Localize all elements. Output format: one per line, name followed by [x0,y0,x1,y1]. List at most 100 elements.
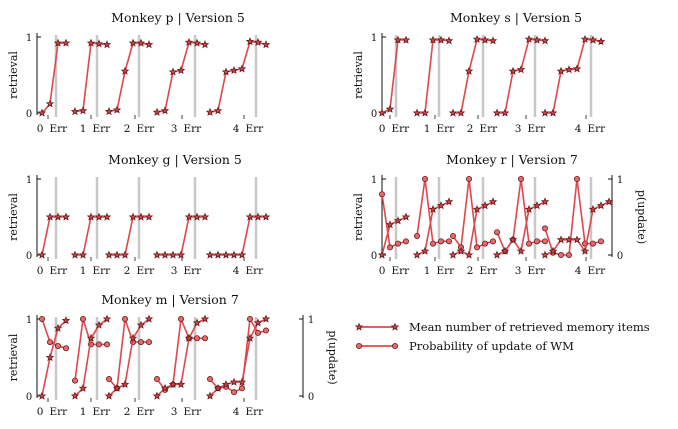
update-prob-point [80,315,87,322]
legend-label: Mean number of retrieved memory items [409,320,650,334]
retrieval-line [381,39,406,114]
y-tick-right-label: 1 [308,315,314,326]
retrieval-point [70,250,80,259]
retrieval-point [37,391,47,400]
x-tick-label: 4 Err [233,265,264,277]
retrieval-line [497,38,546,114]
retrieval-point [94,212,104,221]
retrieval-point [176,380,186,389]
chart-title: Monkey g | Version 5 [108,152,242,167]
chart-panel-1: Monkey s | Version 5 0 1 retrieval 0 Err 1 Err 2… [352,10,606,135]
retrieval-point [112,250,122,259]
retrieval-point [78,106,88,115]
retrieval-point [152,250,162,259]
y-tick-label: 1 [26,315,32,326]
retrieval-line [41,42,66,114]
retrieval-line [109,216,149,256]
retrieval-point [385,104,395,113]
update-prob-point [72,377,79,384]
retrieval-point [524,34,534,43]
update-prob-point [534,238,541,245]
y-tick-right-label: 1 [617,175,623,186]
y-tick-label: 0 [26,251,32,262]
retrieval-point [78,383,88,392]
update-prob-point [473,244,480,251]
update-prob-point [394,240,401,247]
retrieval-point [136,212,146,221]
retrieval-point [556,235,566,244]
retrieval-point [70,107,80,116]
update-prob-point [445,238,452,245]
update-prob-line [452,178,494,249]
retrieval-point [229,377,239,386]
retrieval-point [200,40,210,49]
retrieval-point [61,212,71,221]
retrieval-point [245,333,255,342]
y-tick-label: 0 [371,251,377,262]
retrieval-point [420,108,430,117]
retrieval-point [500,108,510,117]
update-prob-point [402,238,409,245]
x-tick-label: 2 Err [124,406,155,418]
retrieval-point [245,212,255,221]
retrieval-point [104,250,114,259]
chart-panel-4: Monkey m | Version 7 0 1 retrieval 0 1 p(updat… [7,292,339,418]
retrieval-point [168,380,178,389]
retrieval-point [144,314,154,323]
x-tick-label: 2 Err [124,123,155,135]
retrieval-point [86,38,96,47]
update-prob-point [153,376,160,383]
update-prob-point [493,229,500,236]
update-prob-point [137,339,144,346]
retrieval-point [205,250,215,259]
retrieval-point [86,212,96,221]
retrieval-point [37,250,47,259]
update-prob-point [421,175,428,182]
retrieval-point [401,212,411,221]
retrieval-point [428,204,438,213]
chart-title: Monkey s | Version 5 [450,10,582,25]
retrieval-point [205,107,215,116]
retrieval-point [261,212,271,221]
update-prob-point [246,315,253,322]
x-tick-label: 3 Err [515,123,546,135]
retrieval-point [192,38,202,47]
legend-marker-star [354,322,364,331]
retrieval-point [94,320,104,329]
x-tick-label: 4 Err [233,123,264,135]
retrieval-point [261,314,271,323]
retrieval-point [556,66,566,75]
update-prob-point [106,376,113,383]
retrieval-point [120,380,130,389]
y-tick-right-label: 0 [617,251,623,262]
update-prob-point [55,342,62,349]
retrieval-point [192,318,202,327]
update-prob-point [598,238,605,245]
retrieval-line [544,201,610,256]
update-prob-point [566,251,573,258]
retrieval-point [412,108,422,117]
retrieval-point [464,250,474,259]
update-prob-point [104,341,111,348]
retrieval-point [245,37,255,46]
retrieval-point [61,38,71,47]
y-axis-label: retrieval [352,193,365,241]
retrieval-point [102,40,112,49]
retrieval-point [160,383,170,392]
legend-marker-star [390,322,400,331]
retrieval-point [564,235,574,244]
update-prob-point [96,341,103,348]
retrieval-point [377,108,387,117]
x-tick-label: 4 Err [575,123,606,135]
retrieval-point [221,67,231,76]
retrieval-point [464,66,474,75]
legend-marker-circle [391,342,398,349]
chart-panel-3: Monkey r | Version 7 0 1 retrieval 0 1 p(updat… [352,152,648,277]
retrieval-point [112,105,122,114]
retrieval-point [532,201,542,210]
update-prob-point [378,191,385,198]
update-prob-point [481,240,488,247]
retrieval-point [472,34,482,43]
retrieval-line [41,319,67,397]
retrieval-point [516,246,526,255]
